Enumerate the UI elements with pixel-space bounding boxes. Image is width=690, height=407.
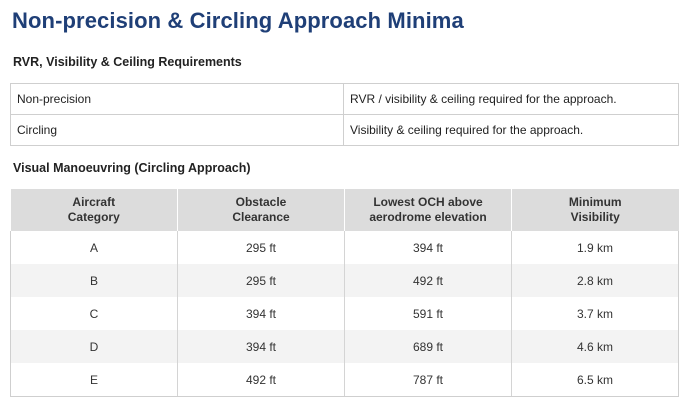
category-cell: C bbox=[10, 297, 178, 330]
table-row: Non-precision RVR / visibility & ceiling… bbox=[10, 83, 679, 115]
visual-manoeuvring-heading: Visual Manoeuvring (Circling Approach) bbox=[13, 161, 251, 175]
page-title: Non-precision & Circling Approach Minima bbox=[12, 8, 464, 33]
requirements-table: Non-precision RVR / visibility & ceiling… bbox=[10, 83, 679, 146]
minimum-visibility-cell: 1.9 km bbox=[511, 231, 679, 264]
column-header-minimum-visibility: Minimum Visibility bbox=[511, 189, 679, 231]
lowest-och-cell: 689 ft bbox=[344, 330, 512, 363]
table-header-row: Aircraft Category Obstacle Clearance Low… bbox=[10, 189, 679, 231]
table-row: D 394 ft 689 ft 4.6 km bbox=[10, 330, 679, 363]
table-row: Circling Visibility & ceiling required f… bbox=[10, 114, 679, 146]
approach-type-cell: Non-precision bbox=[10, 83, 344, 115]
obstacle-clearance-cell: 394 ft bbox=[177, 297, 345, 330]
table-row: B 295 ft 492 ft 2.8 km bbox=[10, 264, 679, 297]
category-cell: E bbox=[10, 363, 178, 397]
minimum-visibility-cell: 4.6 km bbox=[511, 330, 679, 363]
approach-type-cell: Circling bbox=[10, 114, 344, 146]
requirement-cell: RVR / visibility & ceiling required for … bbox=[343, 83, 679, 115]
obstacle-clearance-cell: 295 ft bbox=[177, 231, 345, 264]
table-row: A 295 ft 394 ft 1.9 km bbox=[10, 231, 679, 264]
minimum-visibility-cell: 6.5 km bbox=[511, 363, 679, 397]
column-header-aircraft-category: Aircraft Category bbox=[10, 189, 178, 231]
visual-manoeuvring-table: Aircraft Category Obstacle Clearance Low… bbox=[10, 189, 679, 397]
column-header-lowest-och: Lowest OCH above aerodrome elevation bbox=[344, 189, 512, 231]
lowest-och-cell: 394 ft bbox=[344, 231, 512, 264]
requirement-cell: Visibility & ceiling required for the ap… bbox=[343, 114, 679, 146]
lowest-och-cell: 591 ft bbox=[344, 297, 512, 330]
category-cell: A bbox=[10, 231, 178, 264]
lowest-och-cell: 492 ft bbox=[344, 264, 512, 297]
category-cell: D bbox=[10, 330, 178, 363]
column-header-obstacle-clearance: Obstacle Clearance bbox=[177, 189, 345, 231]
table-row: E 492 ft 787 ft 6.5 km bbox=[10, 363, 679, 397]
minimum-visibility-cell: 3.7 km bbox=[511, 297, 679, 330]
category-cell: B bbox=[10, 264, 178, 297]
minimum-visibility-cell: 2.8 km bbox=[511, 264, 679, 297]
requirements-heading: RVR, Visibility & Ceiling Requirements bbox=[13, 55, 242, 69]
lowest-och-cell: 787 ft bbox=[344, 363, 512, 397]
obstacle-clearance-cell: 394 ft bbox=[177, 330, 345, 363]
obstacle-clearance-cell: 295 ft bbox=[177, 264, 345, 297]
table-row: C 394 ft 591 ft 3.7 km bbox=[10, 297, 679, 330]
obstacle-clearance-cell: 492 ft bbox=[177, 363, 345, 397]
